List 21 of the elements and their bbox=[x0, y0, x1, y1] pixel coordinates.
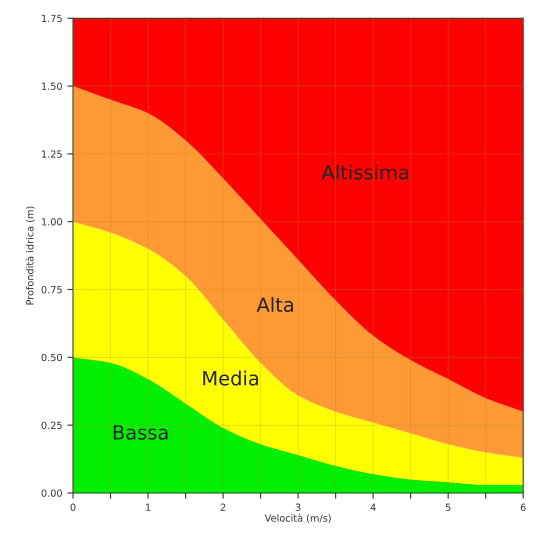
series-label: Bassa bbox=[114, 425, 168, 440]
x-axis-title: Velocità (m/s) bbox=[264, 514, 331, 523]
y-tick-label: 1.00 bbox=[42, 218, 62, 226]
x-tick-label: 1 bbox=[146, 504, 150, 511]
y-tick-label: 0.25 bbox=[42, 422, 62, 429]
x-tick-label: 2 bbox=[220, 504, 226, 511]
x-tick-label: 4 bbox=[370, 504, 376, 511]
y-tick-label: 0.50 bbox=[42, 354, 62, 362]
series-label: Alta bbox=[256, 296, 293, 312]
y-tick-label: 0.00 bbox=[42, 489, 62, 497]
x-tick-label: 0 bbox=[70, 504, 76, 511]
x-tick-label: 6 bbox=[520, 504, 526, 511]
x-tick-label: 5 bbox=[446, 504, 450, 511]
x-tick-label: 3 bbox=[296, 504, 300, 511]
series-label: Media bbox=[203, 370, 258, 386]
series-label: Altissima bbox=[322, 164, 408, 180]
y-axis-title: Profondità idrica (m) bbox=[26, 206, 35, 305]
y-tick-label: 1.75 bbox=[42, 14, 62, 22]
y-tick-label: 1.25 bbox=[42, 150, 62, 158]
y-tick-label: 1.50 bbox=[42, 82, 62, 90]
y-tick-label: 0.75 bbox=[42, 286, 62, 294]
